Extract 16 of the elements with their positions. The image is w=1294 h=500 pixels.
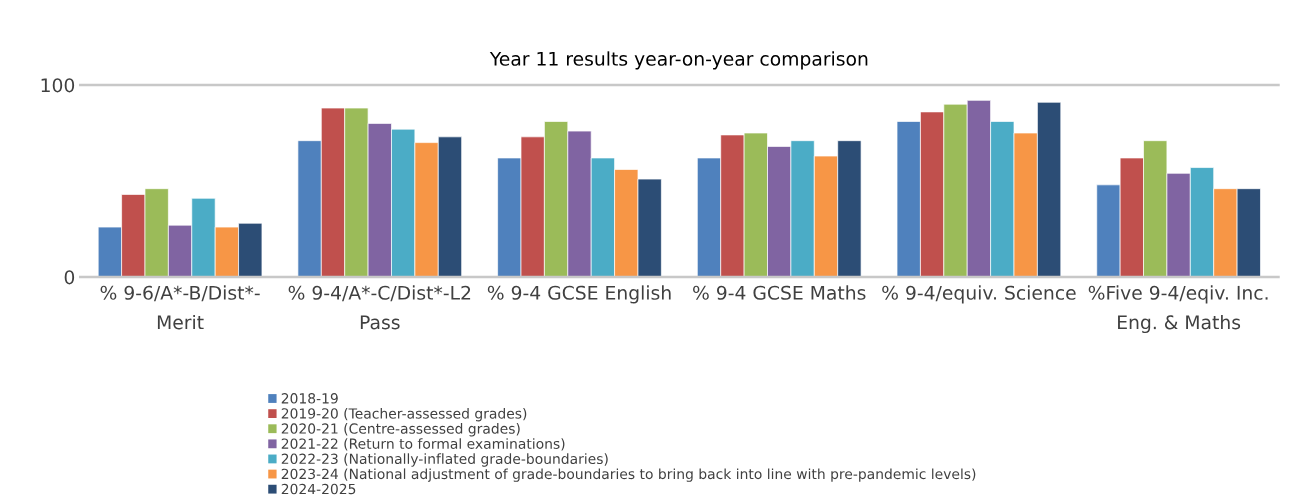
legend-label: 2021-22 (Return to formal examinations) bbox=[281, 438, 565, 451]
x-tick-label: %Five 9-4/eqiv. Inc. Eng. & Maths bbox=[1088, 285, 1268, 334]
y-tick-label: 100 bbox=[41, 78, 75, 93]
legend-label: 2019-20 (Teacher-assessed grades) bbox=[281, 407, 527, 422]
x-tick-label: % 9-4 GCSE Maths bbox=[693, 285, 866, 300]
x-tick-label: % 9-4/equiv. Science bbox=[882, 285, 1076, 304]
legend-label: 2023-24 (National adjustment of grade-boundaries to bring back into line with pre-pandemic levels) bbox=[281, 468, 976, 482]
x-tick-label: % 9-4/A*-C/Dist*-L2 Pass bbox=[288, 285, 471, 330]
x-tick-label: % 9-6/A*-B/Dist*- Merit bbox=[100, 285, 260, 330]
legend-label: 2024-2025 bbox=[281, 483, 356, 495]
chart-title: Year 11 results year-on-year comparison bbox=[489, 51, 868, 70]
x-tick-label: % 9-4 GCSE English bbox=[487, 285, 671, 304]
legend-label: 2020-21 (Centre-assessed grades) bbox=[281, 423, 520, 437]
legend-label: 2022-23 (Nationally-inflated grade-boundaries) bbox=[281, 453, 608, 467]
legend-label: 2018-19 bbox=[281, 393, 338, 404]
y-tick-label: 0 bbox=[64, 270, 75, 285]
